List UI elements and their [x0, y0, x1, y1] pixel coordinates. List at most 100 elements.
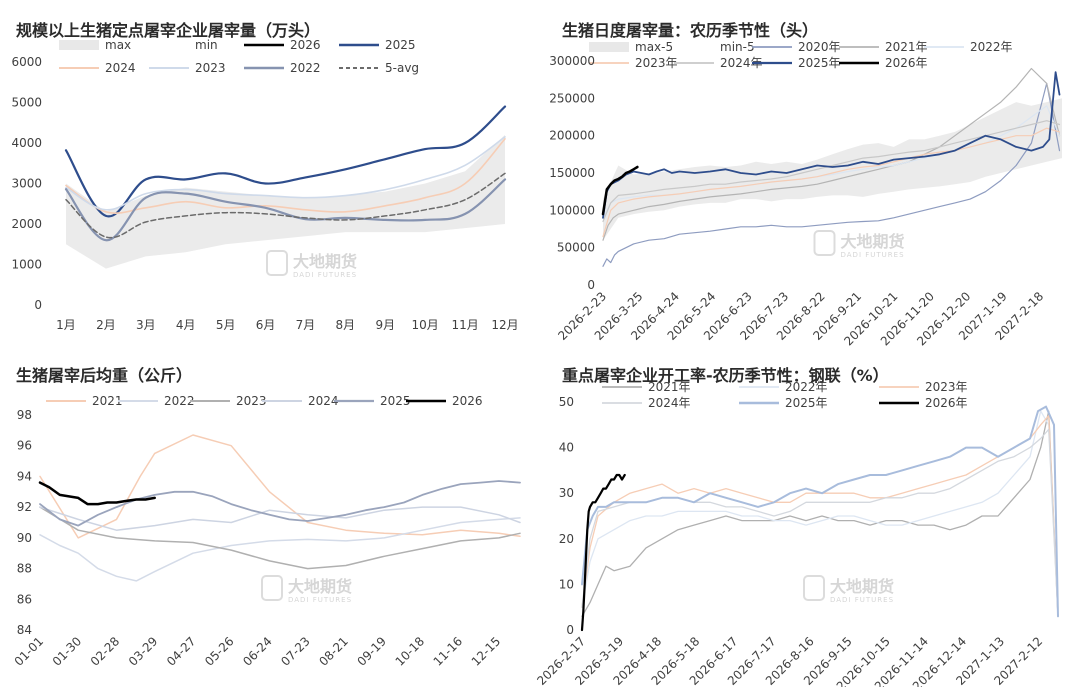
- x-tick-label: 10月: [412, 318, 439, 332]
- watermark-text: 大地期货: [288, 577, 352, 596]
- legend-item-max-5: max-5: [589, 40, 673, 54]
- y-tick-label: 98: [17, 408, 32, 422]
- legend-item-2025: 2025: [339, 38, 416, 52]
- x-tick-label: 9月: [375, 318, 395, 332]
- legend-label: 2025年: [798, 56, 841, 70]
- series-line-2023: [65, 136, 506, 211]
- series-line-2022: [39, 517, 521, 582]
- y-tick-label: 88: [17, 562, 32, 576]
- legend-item-5-avg: 5-avg: [339, 61, 419, 75]
- watermark-text: 大地期货: [293, 252, 357, 271]
- chart-panel-slaughter-monthly: 规模以上生猪定点屠宰企业屠宰量（万头） max min 2026 2025 2024 20…: [0, 0, 540, 345]
- y-tick-label: 3000: [11, 177, 42, 191]
- legend-label: 2023年: [925, 380, 968, 394]
- x-tick-label: 4月: [176, 318, 196, 332]
- x-tick-label: 01-01: [12, 634, 47, 669]
- x-tick-label: 11-16: [431, 634, 466, 669]
- x-tick-label: 02-28: [88, 634, 123, 669]
- y-tick-label: 92: [17, 500, 32, 514]
- y-tick-label: 100000: [549, 203, 595, 217]
- watermark-subtext: DADI FUTURES: [830, 596, 894, 604]
- legend-label: 2022年: [970, 40, 1013, 54]
- series-line-2024: [65, 138, 506, 214]
- legend-label: 5-avg: [385, 61, 419, 75]
- series-line-2024: [39, 506, 521, 531]
- x-tick-label: 10-18: [393, 634, 428, 669]
- legend-label: 2020年: [798, 40, 841, 54]
- legend-label: 2026: [452, 394, 483, 408]
- legend-item-2024: 2024: [262, 394, 339, 408]
- legend-label: 2021年: [648, 380, 691, 394]
- watermark-icon: [803, 575, 825, 601]
- legend-label: max-5: [635, 40, 673, 54]
- series-line-2020: [602, 82, 1061, 267]
- x-tick-label: 7月: [296, 318, 316, 332]
- legend-item-2024: 2024: [59, 61, 136, 75]
- legend-label: 2024年: [720, 56, 763, 70]
- legend-label: 2021年: [885, 40, 928, 54]
- series-line-2025: [602, 71, 1061, 219]
- legend-item-2023: 2023年: [879, 380, 968, 394]
- watermark-text: 大地期货: [830, 577, 894, 596]
- series-line-2026: [38, 481, 156, 506]
- y-tick-label: 86: [17, 592, 32, 606]
- legend-label: min-5: [720, 40, 755, 54]
- legend-label: max: [105, 38, 131, 52]
- y-tick-label: 0: [587, 278, 595, 292]
- y-tick-label: 150000: [549, 166, 595, 180]
- watermark-subtext: DADI FUTURES: [841, 251, 905, 259]
- series-band-max-min: [603, 98, 1062, 241]
- chart-panel-avg-weight: 生猪屠宰后均重（公斤） 2021 2022 2023 2024 2025 2026 84 86…: [0, 345, 540, 687]
- y-tick-label: 30: [559, 486, 574, 500]
- y-tick-label: 300000: [549, 54, 595, 68]
- x-tick-label: 07-23: [278, 634, 313, 669]
- series-line-2025: [581, 405, 1059, 618]
- legend-item-min: min: [195, 38, 218, 52]
- x-tick-label: 11月: [451, 318, 478, 332]
- legend-item-2021: 2021年: [602, 380, 691, 394]
- x-tick-label: 1月: [56, 318, 76, 332]
- y-tick-label: 2000: [11, 217, 42, 231]
- series-line-2022: [64, 178, 507, 242]
- chart-title: 规模以上生猪定点屠宰企业屠宰量（万头）: [16, 21, 321, 40]
- legend-swatch: [59, 40, 99, 50]
- legend-item-2026: 2026: [244, 38, 321, 52]
- legend-item-2026: 2026年: [879, 396, 968, 410]
- y-tick-label: 0: [566, 623, 574, 637]
- legend-label: 2023年: [635, 56, 678, 70]
- chart-svg: max-5 min-5 2020年 2021年 2022年 2023年 2024年 2025年…: [549, 40, 1062, 348]
- watermark-text: 大地期货: [841, 232, 905, 251]
- legend-item-2022: 2022: [244, 61, 321, 75]
- x-tick-label: 05-26: [202, 634, 237, 669]
- series-band-max-min: [66, 134, 505, 269]
- legend-label: 2023: [236, 394, 267, 408]
- chart-title: 生猪屠宰后均重（公斤）: [16, 366, 193, 385]
- legend-item-2025: 2025年: [739, 396, 828, 410]
- watermark-subtext: DADI FUTURES: [293, 271, 357, 279]
- x-tick-label: 04-27: [164, 634, 199, 669]
- legend: 2021年 2022年 2023年 2024年 2025年 2026年: [602, 380, 968, 410]
- x-tick-label: 12月: [491, 318, 518, 332]
- legend-item-2023: 2023年: [589, 56, 678, 70]
- x-tick-label: 09-19: [354, 634, 389, 669]
- watermark-icon: [261, 575, 283, 601]
- legend-label: 2022: [164, 394, 195, 408]
- legend-label: 2024年: [648, 396, 691, 410]
- legend-item-2021: 2021: [46, 394, 123, 408]
- chart-svg: 2021年 2022年 2023年 2024年 2025年 2026年 0 10 20 30 40 5…: [534, 380, 1059, 687]
- y-tick-label: 94: [17, 469, 32, 483]
- chart-panel-daily-slaughter: 生猪日度屠宰量：农历季节性（头） max-5 min-5 2020年 2021年 202…: [540, 0, 1080, 348]
- chart-title: 重点屠宰企业开工率-农历季节性：钢联（%）: [562, 366, 889, 385]
- legend: 2021 2022 2023 2024 2025 2026: [46, 394, 483, 408]
- series-line-2023: [39, 506, 521, 570]
- legend-label: 2026年: [925, 396, 968, 410]
- x-tick-label: 06-24: [240, 634, 275, 669]
- x-tick-label: 2月: [96, 318, 116, 332]
- series-line-2025: [64, 105, 507, 218]
- legend-item-2025: 2025: [334, 394, 411, 408]
- legend-item-2024: 2024年: [674, 56, 763, 70]
